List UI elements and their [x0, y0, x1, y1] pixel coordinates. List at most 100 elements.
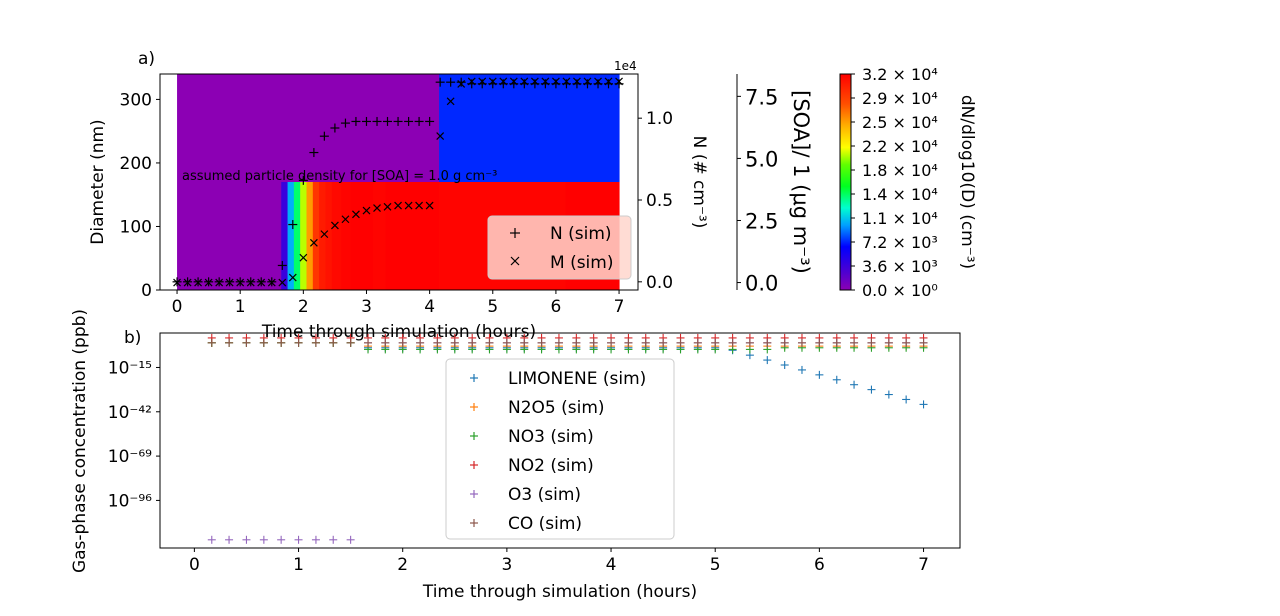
- n-point: [383, 116, 393, 126]
- m-point: [215, 278, 224, 287]
- n-point: [298, 175, 308, 185]
- heat-cell-lower: [350, 182, 361, 290]
- m-point: [183, 278, 192, 287]
- n-point: [361, 116, 371, 126]
- colorbar-tick-label: 3.6 × 10³: [862, 257, 938, 276]
- m-point: [194, 278, 203, 287]
- heat-cell-upper: [325, 74, 333, 182]
- gas-point: [884, 338, 893, 347]
- n-point: [414, 116, 424, 126]
- gas-point: [259, 338, 268, 347]
- m-point: [457, 80, 466, 88]
- gas-point: [589, 338, 598, 347]
- gas-point: [832, 338, 841, 347]
- n-point: [288, 220, 298, 230]
- soa-tick-label: 7.5: [745, 85, 778, 109]
- m-point: [530, 77, 539, 86]
- heat-cell-lower: [312, 182, 320, 290]
- panel-b-frame: [159, 332, 961, 549]
- m-point: [562, 77, 571, 86]
- panel-a-x-tick-label: 5: [487, 297, 498, 317]
- panel-b-x-tick-label: 3: [501, 555, 512, 575]
- legend-label-m: M (sim): [550, 253, 613, 273]
- n-point: [351, 116, 361, 126]
- legend-marker: [470, 490, 478, 498]
- gas-point: [780, 361, 789, 370]
- panel-b-x-ticks: 0 1 2 3 4 5 6 7: [189, 548, 929, 575]
- legend-panel-b: LIMONENE (sim) N2O5 (sim) NO3 (sim) NO2 (si…: [445, 358, 675, 540]
- panel-a-x-tick-label: 1: [235, 297, 246, 317]
- legend-marker: [470, 461, 478, 469]
- m-point: [394, 201, 402, 210]
- gas-point: [763, 356, 772, 365]
- colorbar-tick-label: 7.2 × 10³: [862, 233, 938, 252]
- gas-point: [294, 535, 303, 544]
- m-point: [309, 238, 318, 247]
- n-axis-label: N (# cm⁻³): [689, 136, 709, 229]
- legend-label: NO2 (sim): [508, 456, 594, 476]
- panel-a-frame: [159, 73, 639, 291]
- gas-point: [676, 338, 685, 347]
- m-point: [204, 278, 213, 287]
- panel-b-label: b): [124, 328, 141, 348]
- heat-cell-upper: [341, 74, 352, 182]
- gas-point: [329, 535, 338, 544]
- heat-cell-lower: [372, 182, 386, 290]
- gas-point: [277, 338, 286, 347]
- panel-a-x-axis-label: Time through simulation (hours): [261, 322, 536, 342]
- n-tick-label: 0.0: [646, 273, 673, 293]
- legend-label: NO3 (sim): [508, 427, 594, 447]
- legend-panel-a: N (sim) M (sim): [487, 215, 632, 280]
- gas-point: [311, 535, 320, 544]
- diameter-axis-label: Diameter (nm): [88, 119, 108, 244]
- legend-label: O3 (sim): [508, 485, 581, 505]
- legend-label: N2O5 (sim): [508, 398, 605, 418]
- m-point: [362, 206, 371, 215]
- gas-point: [659, 338, 668, 347]
- gas-point: [797, 338, 806, 347]
- gas-point: [815, 338, 824, 347]
- m-point: [467, 77, 476, 86]
- gas-point: [311, 338, 320, 347]
- panel-a-x-tick-label: 0: [172, 297, 183, 317]
- gas-point: [398, 338, 407, 347]
- gas-point: [207, 535, 216, 544]
- diameter-axis-ticks: 0 100 200 300: [120, 90, 160, 301]
- n-point: [393, 116, 403, 126]
- colorbar-tick-label: 1.4 × 10⁴: [862, 185, 938, 204]
- gas-point: [693, 338, 702, 347]
- colorbar-tick-label: 2.5 × 10⁴: [862, 113, 938, 132]
- legend-label-n: N (sim): [550, 224, 612, 244]
- n-point: [425, 116, 435, 126]
- panel-b-x-tick-label: 5: [710, 555, 721, 575]
- heat-cell-lower: [331, 182, 342, 290]
- panel-b-x-tick-label: 7: [918, 555, 929, 575]
- heat-cell-upper: [319, 74, 326, 182]
- m-point: [446, 97, 455, 106]
- m-point: [299, 253, 308, 262]
- panel-b-x-tick-label: 0: [189, 555, 200, 575]
- m-point: [225, 278, 234, 287]
- heat-cell-upper: [439, 74, 566, 182]
- m-point: [509, 77, 518, 86]
- heat-cell-lower: [306, 182, 314, 290]
- gas-point: [225, 338, 234, 347]
- gas-point: [468, 338, 477, 347]
- m-point: [330, 221, 339, 230]
- panel-a-x-tick-label: 7: [614, 297, 625, 317]
- heat-cell-upper: [293, 74, 301, 182]
- legend-marker: [470, 403, 478, 411]
- m-point: [520, 77, 529, 86]
- heat-cell-upper: [287, 74, 295, 182]
- panel-b: b) 0 1 2 3 4 5 6 7 10⁻¹⁵ 10⁻⁴² 10⁻⁶⁹ 10⁻⁹⁶ Time th…: [70, 309, 961, 602]
- panel-b-y-axis-label: Gas-phase concentration (ppb): [70, 309, 90, 573]
- n-axis-offset: 1e4: [614, 59, 637, 73]
- gas-point: [832, 375, 841, 384]
- gas-point: [850, 380, 859, 389]
- m-point: [404, 201, 413, 210]
- panel-a-series: [172, 77, 624, 287]
- heat-cell-upper: [306, 74, 314, 182]
- panel-b-x-tick-label: 1: [293, 555, 304, 575]
- n-point: [277, 260, 287, 270]
- m-point: [436, 132, 445, 140]
